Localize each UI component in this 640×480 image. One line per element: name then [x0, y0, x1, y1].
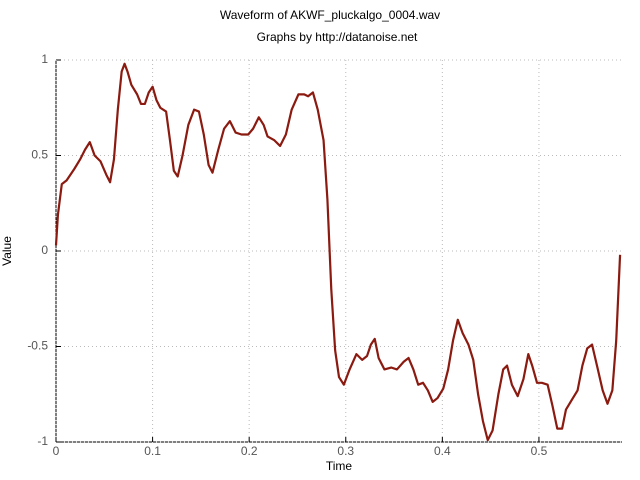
chart-subtitle: Graphs by http://datanoise.net [257, 30, 418, 44]
y-tick-label: -0.5 [27, 339, 48, 353]
x-axis-label: Time [326, 459, 353, 473]
x-tick-label: 0.1 [144, 444, 161, 458]
y-axis-label: Value [0, 236, 14, 266]
x-tick-label: 0.4 [434, 444, 451, 458]
y-tick-label: 1 [41, 52, 48, 66]
y-tick-label: 0 [41, 243, 48, 257]
chart-title: Waveform of AKWF_pluckalgo_0004.wav [220, 8, 440, 22]
x-tick-label: 0.5 [531, 444, 548, 458]
x-tick-label: 0 [53, 444, 60, 458]
x-tick-label: 0.2 [241, 444, 258, 458]
y-tick-label: -1 [37, 434, 48, 448]
waveform-line [54, 62, 622, 442]
y-tick-label: 0.5 [31, 148, 48, 162]
x-tick-label: 0.3 [337, 444, 354, 458]
